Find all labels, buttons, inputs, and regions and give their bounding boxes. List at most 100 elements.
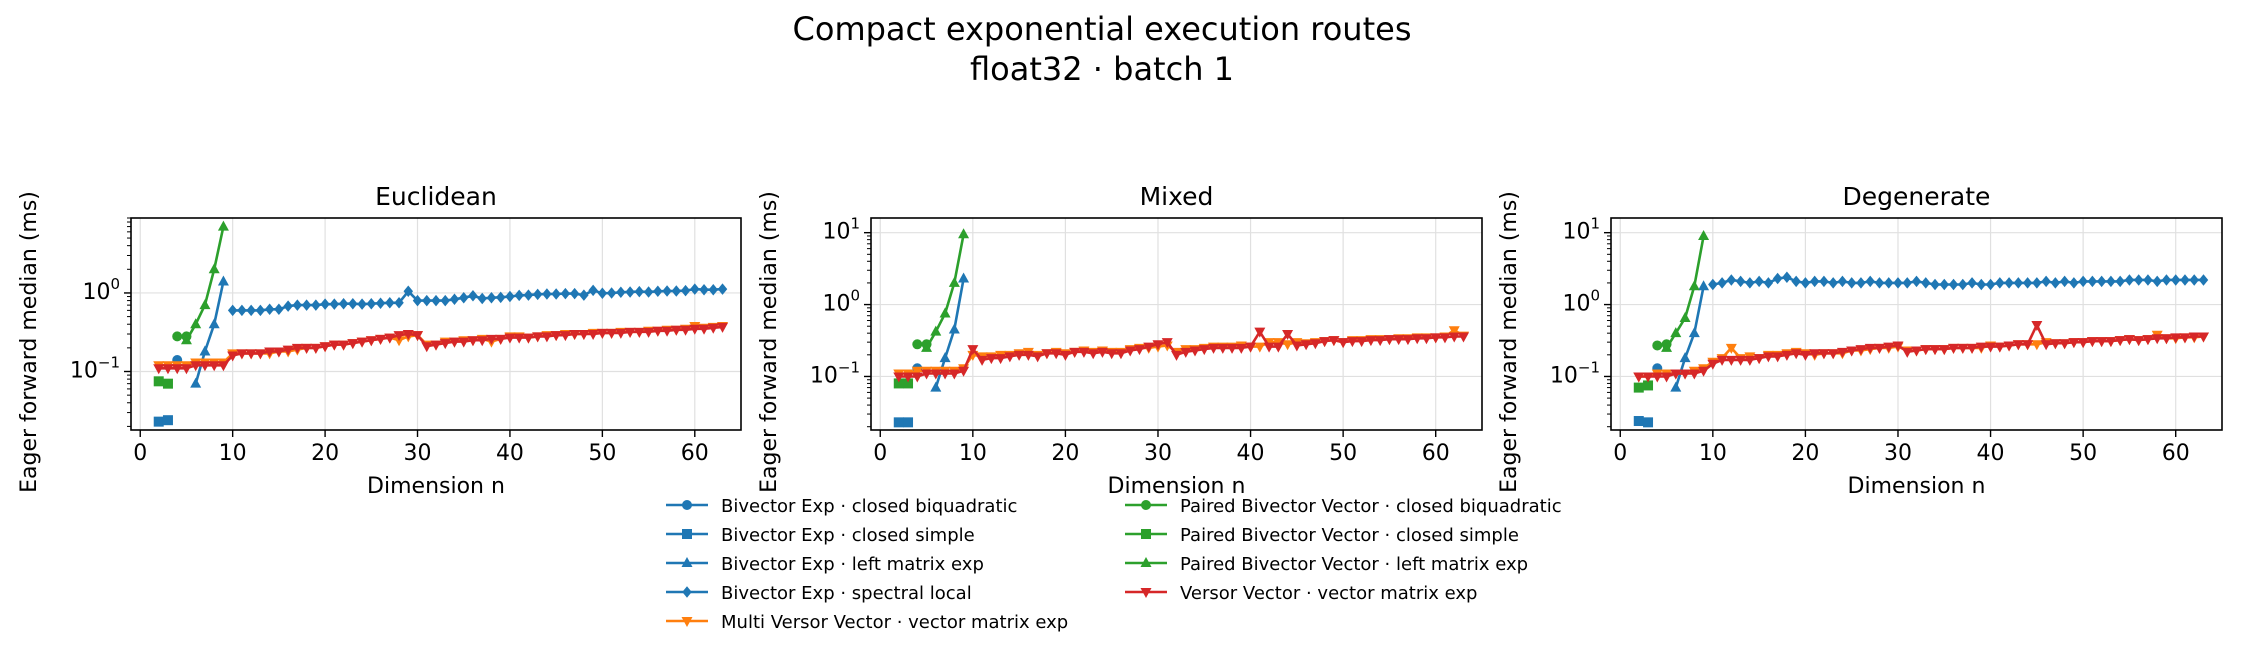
data-point <box>1688 327 1700 338</box>
data-point <box>356 337 368 348</box>
data-point <box>550 331 562 342</box>
data-point <box>1782 271 1792 283</box>
x-tick-label: 50 <box>1329 441 1357 466</box>
data-point <box>1930 278 1940 291</box>
data-point <box>708 283 719 296</box>
data-point <box>2106 275 2116 288</box>
data-point <box>2143 274 2153 286</box>
data-point <box>412 331 424 342</box>
data-point <box>1133 345 1145 356</box>
data-point <box>365 336 377 347</box>
data-point <box>153 364 165 375</box>
data-point <box>1643 380 1654 391</box>
data-point <box>1994 342 2006 353</box>
data-point <box>2198 274 2209 286</box>
data-point <box>2013 277 2024 289</box>
data-point <box>217 220 229 231</box>
data-point <box>1828 277 1838 289</box>
data-point <box>1864 343 1876 354</box>
legend-entry: Paired Bivector Vector · closed biquadra… <box>1125 496 1562 517</box>
data-point <box>245 349 257 360</box>
data-point <box>616 286 626 299</box>
data-point <box>690 283 700 295</box>
data-point <box>1725 355 1737 366</box>
data-point <box>893 372 905 383</box>
data-point <box>1337 338 1349 349</box>
data-point <box>1642 372 1654 383</box>
data-point <box>967 345 979 356</box>
data-point <box>162 378 173 389</box>
data-point <box>1809 275 1820 288</box>
data-point <box>542 288 552 300</box>
data-point <box>476 336 488 347</box>
data-point <box>2170 274 2181 286</box>
data-point <box>596 328 608 339</box>
data-point <box>1106 349 1118 360</box>
data-point <box>976 355 988 366</box>
data-point <box>217 361 229 372</box>
data-point <box>2069 277 2079 289</box>
data-point <box>1958 278 1968 291</box>
series-versor-vector-vector-matrix-exp <box>153 322 729 375</box>
data-point <box>985 354 997 365</box>
data-point <box>1901 347 1913 358</box>
x-tick-label: 20 <box>1051 441 1079 466</box>
data-point <box>237 304 247 317</box>
data-point <box>2180 274 2190 286</box>
y-axis-label: Eager forward median (ms) <box>17 191 42 493</box>
data-point <box>1189 346 1201 357</box>
data-point <box>1707 359 1719 370</box>
legend-marker <box>1141 500 1151 510</box>
data-point <box>2086 337 2098 348</box>
data-point <box>1282 329 1294 340</box>
data-point <box>1300 340 1312 351</box>
data-point <box>1393 335 1405 346</box>
data-point <box>180 364 192 375</box>
series-bivector-exp-spectral-local <box>1708 271 2209 291</box>
y-tick-label: 10−1 <box>1550 358 1600 389</box>
data-point <box>1439 333 1451 344</box>
data-point <box>1420 334 1432 345</box>
panel-title: Mixed <box>1140 182 1214 211</box>
data-point <box>1827 349 1839 360</box>
data-point <box>1411 334 1423 345</box>
data-point <box>236 349 248 360</box>
data-point <box>1725 343 1737 354</box>
legend: Bivector Exp · closed biquadratic Bivecto… <box>666 496 1562 633</box>
data-point <box>1920 345 1932 356</box>
data-point <box>2115 275 2125 288</box>
data-point <box>246 304 256 317</box>
data-point <box>680 325 692 336</box>
data-point <box>1402 335 1414 346</box>
y-tick-label: 101 <box>1562 214 1600 245</box>
data-point <box>208 263 220 274</box>
data-point <box>264 303 275 316</box>
data-point <box>2078 275 2088 288</box>
series-bivector-exp-closed-simple <box>893 417 914 428</box>
legend-label: Bivector Exp · closed simple <box>721 525 975 546</box>
data-point <box>2161 274 2172 286</box>
data-point <box>948 276 960 287</box>
data-point <box>2133 336 2145 347</box>
data-point <box>930 381 942 392</box>
y-tick-label: 100 <box>822 286 860 317</box>
x-tick-label: 0 <box>133 441 147 466</box>
series-group <box>1633 229 2209 428</box>
data-point <box>652 326 664 337</box>
data-point <box>1911 275 1922 288</box>
data-point <box>2022 277 2033 289</box>
data-point <box>1893 277 1903 289</box>
data-point <box>1633 372 1645 383</box>
data-point <box>2041 275 2051 288</box>
data-point <box>643 327 655 338</box>
figure-subtitle: float32 · batch 1 <box>970 50 1234 88</box>
data-point <box>1939 278 1950 291</box>
data-point <box>1726 274 1737 286</box>
legend-marker <box>1141 529 1151 539</box>
series-bivector-exp-closed-simple <box>1633 416 1654 428</box>
data-point <box>1643 417 1654 428</box>
data-point <box>180 334 192 345</box>
data-point <box>2031 340 2043 351</box>
data-point <box>1846 346 1858 357</box>
